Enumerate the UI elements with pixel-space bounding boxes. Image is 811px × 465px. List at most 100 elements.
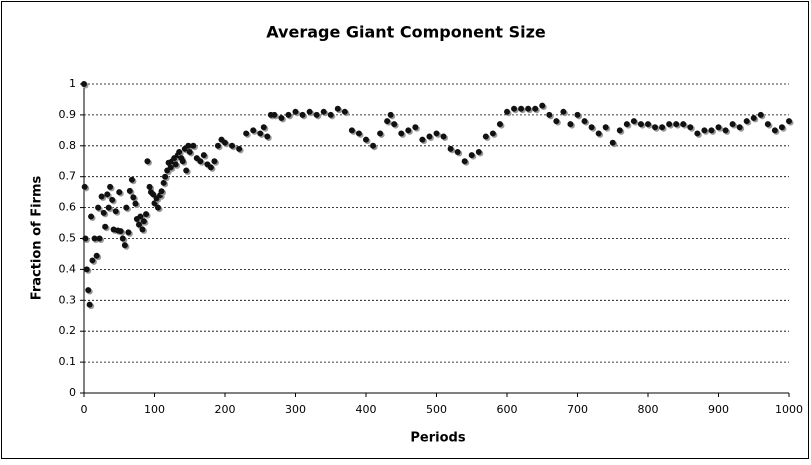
point xyxy=(186,148,193,155)
point xyxy=(260,124,267,131)
point xyxy=(243,130,250,137)
point xyxy=(320,108,327,115)
x-tick-label: 1000 xyxy=(775,403,803,416)
point xyxy=(229,142,236,149)
point xyxy=(616,127,623,134)
point xyxy=(172,161,179,168)
point xyxy=(100,209,107,216)
point xyxy=(743,118,750,125)
point xyxy=(560,108,567,115)
point xyxy=(102,223,109,230)
point xyxy=(348,127,355,134)
point xyxy=(637,121,644,128)
point xyxy=(146,183,153,190)
point xyxy=(155,204,162,211)
point xyxy=(496,121,503,128)
y-tick-label: 1 xyxy=(69,77,76,90)
y-tick-label: 0.2 xyxy=(59,324,77,337)
y-tick-label: 0.5 xyxy=(59,232,77,245)
point xyxy=(461,158,468,165)
point xyxy=(539,102,546,109)
point xyxy=(412,124,419,131)
point xyxy=(546,111,553,118)
point xyxy=(125,229,132,236)
point xyxy=(377,130,384,137)
y-tick-label: 0.4 xyxy=(59,262,77,275)
point xyxy=(104,191,111,198)
point xyxy=(553,118,560,125)
point xyxy=(107,183,114,190)
x-tick-label: 100 xyxy=(144,403,165,416)
point xyxy=(602,124,609,131)
point xyxy=(387,111,394,118)
y-tick-label: 0.8 xyxy=(59,139,77,152)
point xyxy=(750,114,757,121)
x-tick-label: 300 xyxy=(285,403,306,416)
point xyxy=(645,121,651,128)
point xyxy=(384,118,391,125)
point xyxy=(341,108,348,115)
point xyxy=(778,124,785,131)
point xyxy=(630,118,637,125)
point xyxy=(85,287,92,294)
point xyxy=(185,142,192,149)
point xyxy=(285,111,292,118)
point xyxy=(121,242,128,249)
point xyxy=(426,133,433,140)
point xyxy=(250,127,257,134)
point xyxy=(440,133,447,140)
point xyxy=(139,226,146,233)
point xyxy=(313,111,320,118)
point xyxy=(391,121,398,128)
point xyxy=(112,208,119,215)
point xyxy=(623,121,630,128)
point xyxy=(574,111,581,118)
point xyxy=(197,158,204,165)
x-tick-label: 400 xyxy=(356,403,377,416)
point xyxy=(715,124,722,131)
point xyxy=(81,183,88,190)
point xyxy=(214,142,221,149)
point xyxy=(518,105,525,112)
point xyxy=(162,173,169,180)
point xyxy=(211,158,218,165)
point xyxy=(236,145,243,152)
point xyxy=(419,136,426,143)
point xyxy=(405,127,412,134)
point xyxy=(652,124,659,131)
point xyxy=(88,213,95,220)
x-tick-label: 0 xyxy=(81,403,88,416)
point xyxy=(292,108,299,115)
point xyxy=(271,111,278,118)
point xyxy=(609,139,616,146)
point xyxy=(327,111,334,118)
point xyxy=(370,142,377,149)
point xyxy=(482,133,489,140)
x-tick-label: 500 xyxy=(426,403,447,416)
point xyxy=(117,228,124,235)
point xyxy=(694,130,701,137)
point xyxy=(144,158,151,165)
point xyxy=(160,179,167,186)
point xyxy=(86,301,93,308)
y-tick-label: 0.1 xyxy=(59,355,77,368)
point xyxy=(81,81,87,87)
point xyxy=(334,105,341,112)
point xyxy=(105,204,112,211)
y-tick-label: 0 xyxy=(69,386,76,399)
point xyxy=(504,108,510,115)
x-tick-label: 600 xyxy=(497,403,518,416)
point xyxy=(447,145,454,152)
point xyxy=(363,136,369,143)
point xyxy=(701,127,708,134)
point xyxy=(257,130,264,137)
point xyxy=(200,152,207,159)
point xyxy=(91,235,98,242)
point xyxy=(588,124,595,131)
point xyxy=(581,118,588,125)
x-tick-label: 700 xyxy=(567,403,588,416)
point xyxy=(143,211,150,218)
point xyxy=(126,187,133,194)
chart-title: Average Giant Component Size xyxy=(266,23,546,42)
